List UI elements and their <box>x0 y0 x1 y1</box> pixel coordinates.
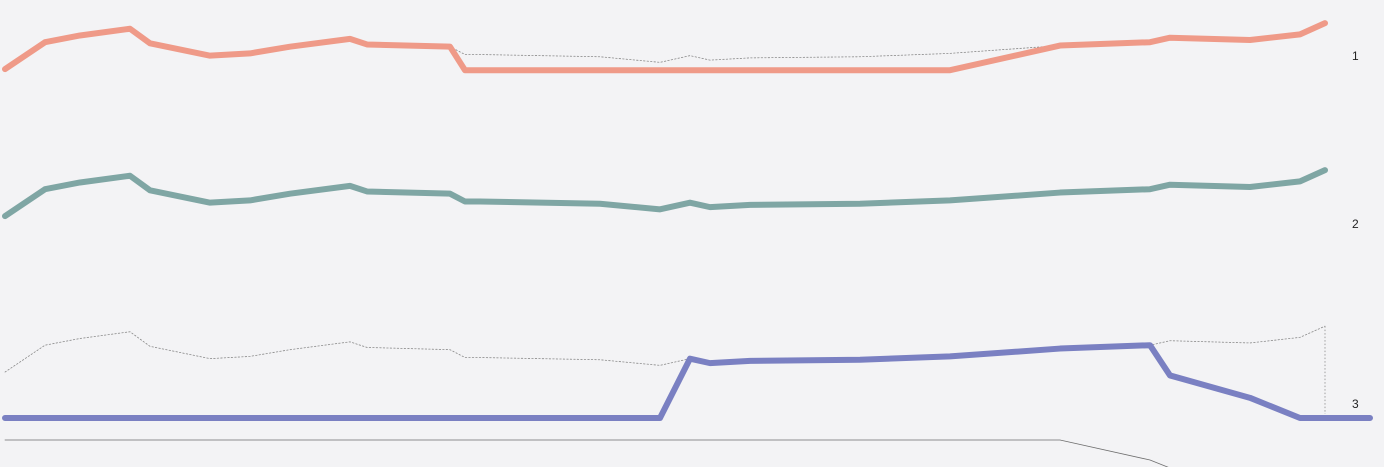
series-3-reference-line <box>4 325 1326 373</box>
series-label-3: 3 <box>1352 397 1359 411</box>
series-3-line <box>2 342 1373 421</box>
series-label-2: 2 <box>1352 217 1359 231</box>
series-layer <box>2 20 1373 467</box>
series-1-line <box>2 20 1328 74</box>
series-1-reference-line <box>4 22 1326 70</box>
bottom-baseline <box>4 439 1169 467</box>
series-2-line <box>2 167 1328 220</box>
series-label-1: 1 <box>1352 49 1359 63</box>
